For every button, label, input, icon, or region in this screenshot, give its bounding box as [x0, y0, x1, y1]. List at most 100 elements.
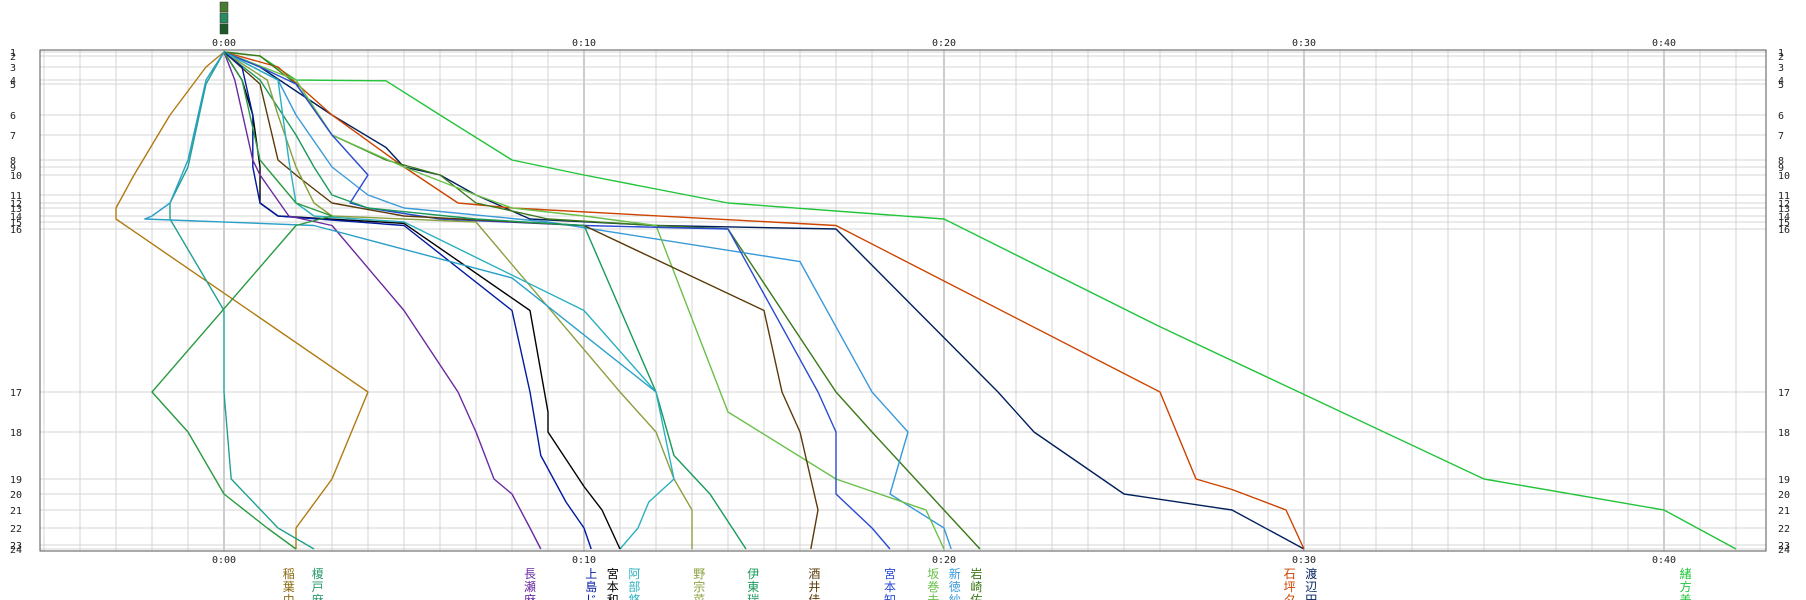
runner-name-char: 夕 — [1284, 593, 1296, 600]
runner-name-char: 長 — [524, 567, 536, 581]
runner-name-char: 由 — [283, 593, 295, 600]
x-tick-label-bottom: 0:40 — [1652, 555, 1676, 566]
runner-name-char: 部 — [628, 579, 640, 594]
row-label-right: 21 — [1778, 506, 1790, 517]
runner-name-char: 徳 — [949, 579, 961, 594]
x-tick-label-top: 0:40 — [1652, 38, 1676, 49]
runner-name-char: 渡 — [1305, 566, 1317, 581]
series-line — [223, 51, 952, 550]
row-label-left: 20 — [10, 490, 22, 501]
row-label-left: 8 — [10, 156, 16, 167]
row-label-left: 14 — [10, 212, 22, 223]
row-label-left: 6 — [10, 111, 16, 122]
series-line — [223, 51, 693, 549]
row-label-left: 17 — [10, 388, 22, 399]
runner-name-char: 悠 — [628, 592, 640, 600]
x-tick-label-bottom: 0:00 — [212, 555, 236, 566]
runner-name-char: 酒 — [808, 567, 820, 581]
runner-name-char: 坪 — [1284, 580, 1296, 594]
row-label-right: 19 — [1778, 475, 1790, 486]
runner-name-char: 葉 — [283, 580, 295, 594]
start-legend-mark — [219, 1, 229, 13]
runner-name-char: 辺 — [1305, 580, 1317, 594]
row-label-right: 6 — [1778, 111, 1784, 122]
runner-name-char: 榎 — [312, 566, 324, 581]
runner-name-char: 菜 — [693, 593, 705, 600]
runner-name-char: 美 — [1680, 593, 1692, 600]
runner-name-char: 稲 — [283, 567, 295, 581]
runner-name-char: 岩 — [970, 566, 982, 581]
runner-name-char: 未 — [927, 593, 939, 600]
runner-name-char: 佑 — [970, 593, 982, 600]
runner-name-char: 麻 — [312, 592, 324, 600]
series-line — [169, 51, 315, 550]
row-label-right: 23 — [1778, 541, 1790, 552]
row-label-right: 8 — [1778, 156, 1784, 167]
row-label-right: 14 — [1778, 212, 1790, 223]
runner-name-char: 知 — [884, 593, 896, 600]
series-lines — [115, 51, 1737, 550]
row-label-right: 20 — [1778, 490, 1790, 501]
runner-name-char: 新 — [949, 566, 961, 581]
top-legend-marks — [219, 1, 229, 35]
row-label-right: 5 — [1778, 80, 1784, 91]
runner-name-char: 方 — [1680, 579, 1692, 594]
runner-name-char: じ — [585, 593, 597, 600]
runner-name-char: 和 — [607, 593, 619, 600]
runner-name-char: 佳 — [808, 593, 820, 600]
row-label-left: 23 — [10, 541, 22, 552]
row-label-left: 15 — [10, 218, 22, 229]
runner-name-char: 井 — [808, 580, 820, 594]
runner-name-char: 島 — [585, 579, 597, 594]
x-tick-label-bottom: 0:20 — [932, 555, 956, 566]
x-tick-label-top: 0:00 — [212, 38, 236, 49]
row-label-left: 1 — [10, 48, 16, 59]
series-line — [144, 51, 657, 393]
x-tick-label-top: 0:20 — [932, 38, 956, 49]
runner-name-char: 崎 — [970, 580, 982, 594]
runner-name-char: 本 — [607, 580, 619, 594]
start-legend-mark — [219, 12, 229, 24]
row-label-right: 18 — [1778, 428, 1790, 439]
runner-name-char: 瑞 — [747, 593, 759, 600]
row-label-left: 12 — [10, 199, 22, 210]
row-label-left: 10 — [10, 171, 22, 182]
row-label-left: 7 — [10, 131, 16, 142]
row-label-left: 22 — [10, 524, 22, 535]
row-label-right: 15 — [1778, 218, 1790, 229]
start-legend-mark — [219, 23, 229, 35]
runner-name-char: 野 — [693, 567, 705, 581]
series-line — [223, 51, 592, 550]
row-label-right: 12 — [1778, 199, 1790, 210]
series-line — [151, 51, 333, 550]
row-label-right: 7 — [1778, 131, 1784, 142]
chart-grid — [40, 50, 1766, 551]
row-label-left: 21 — [10, 506, 22, 517]
series-line — [223, 51, 542, 550]
runner-name-char: 石 — [1284, 567, 1296, 581]
runner-name-char: 宮 — [884, 566, 896, 581]
row-label-left: 18 — [10, 428, 22, 439]
series-line — [115, 51, 369, 549]
row-label-right: 3 — [1778, 63, 1784, 74]
runner-name-char: 本 — [884, 580, 896, 594]
runner-name-char: 伊 — [747, 567, 759, 581]
row-label-left: 24 — [10, 545, 22, 556]
series-line — [223, 51, 675, 550]
row-label-right: 11 — [1778, 191, 1790, 202]
row-label-left: 19 — [10, 475, 22, 486]
series-line — [223, 51, 1305, 550]
row-label-right: 13 — [1778, 204, 1790, 215]
runner-name-char: 緒 — [1680, 566, 1692, 581]
row-label-left: 4 — [10, 76, 16, 87]
row-label-left: 13 — [10, 204, 22, 215]
runner-name-char: 宗 — [693, 579, 705, 594]
runner-name-char: 上 — [585, 567, 597, 581]
x-tick-label-top: 0:30 — [1292, 38, 1316, 49]
row-label-left: 2 — [10, 52, 16, 63]
runner-name-char: 戸 — [312, 580, 324, 594]
runner-name-char: 巻 — [927, 580, 939, 594]
runner-name-char: 宮 — [607, 566, 619, 581]
runner-name-char: 坂 — [927, 567, 939, 581]
